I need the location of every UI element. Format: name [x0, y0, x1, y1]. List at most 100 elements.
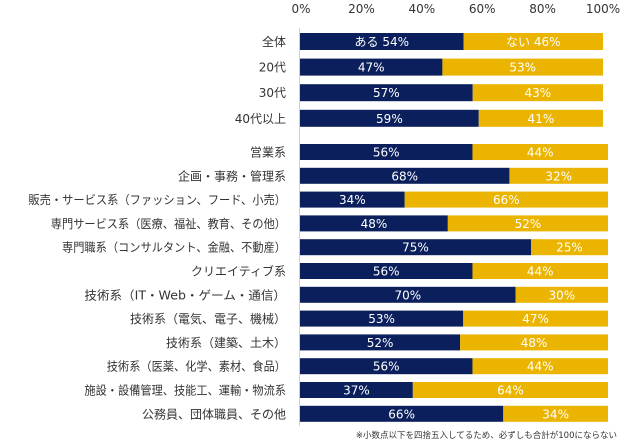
category-labels: 全体 20代 30代 40代以上営業系企画・事務・管理系販売・サービス系（ファッション…: [28, 34, 286, 421]
data-label: 44%: [527, 146, 554, 160]
bar-row: 68% 32%: [300, 167, 608, 184]
data-label: 53%: [368, 312, 395, 326]
data-label: 34%: [339, 193, 366, 207]
category-label: 技術系（IT・Web・ゲーム・通信）: [84, 288, 286, 302]
data-label: 48%: [361, 217, 388, 231]
category-label: 公務員、団体職員、その他: [142, 407, 286, 421]
category-label: 技術系（建築、土木）: [166, 335, 286, 350]
category-label: 販売・サービス系（ファッション、フード、小売）: [28, 192, 286, 207]
data-label: 56%: [373, 360, 400, 374]
data-label: 43%: [525, 86, 552, 100]
bar-segment-aru: [300, 109, 479, 127]
bar-segment-nai: [509, 167, 608, 184]
bar-segment-nai: [447, 215, 608, 232]
bar-segment-nai: [472, 263, 608, 279]
bar-row: 47% 53%: [300, 58, 603, 76]
data-label: 37%: [343, 384, 370, 398]
data-label: 25%: [556, 241, 583, 255]
bar-segment-nai: [463, 33, 603, 50]
category-label: 営業系: [250, 146, 286, 160]
bar-segment-aru: [300, 263, 473, 279]
data-label: 66%: [388, 407, 415, 421]
bar-segment-aru: [300, 405, 504, 422]
bar-segment-aru: [300, 58, 443, 76]
bar-row: 34% 66%: [300, 191, 608, 208]
data-label: 70%: [394, 288, 421, 302]
bar-segment-aru: [300, 84, 473, 102]
category-label: 施設・設備管理、技能工、運輸・物流系: [84, 383, 286, 398]
bar-row: 52% 48%: [300, 334, 608, 351]
x-tick-label: 20%: [348, 2, 375, 16]
bar-row: 59% 41%: [300, 109, 603, 127]
bar-row: ある 54% ない 46%: [300, 33, 603, 50]
bar-row: 48% 52%: [300, 215, 608, 232]
bar-segment-aru: [300, 191, 405, 208]
category-label: クリエイティブ系: [191, 264, 286, 279]
data-label: 48%: [521, 336, 548, 350]
x-tick-label: 100%: [586, 2, 620, 16]
category-label: 20代: [259, 61, 286, 75]
bar-segment-nai: [472, 84, 603, 102]
bar-row: 56% 44%: [300, 144, 608, 160]
bar-segment-nai: [503, 405, 608, 422]
data-label: 56%: [373, 146, 400, 160]
category-label: 技術系（医薬、化学、素材、食品）: [107, 359, 286, 374]
x-tick-label: 0%: [291, 2, 310, 16]
bar-segment-aru: [300, 286, 516, 303]
data-label: 59%: [376, 112, 403, 126]
category-label: 30代: [259, 86, 286, 100]
bar-row: 56% 44%: [300, 358, 608, 375]
bar-segment-nai: [460, 334, 608, 351]
x-tick-label: 60%: [469, 2, 496, 16]
x-axis-ticks: 0% 20% 40% 60% 80% 100%: [291, 2, 620, 16]
bar-segment-aru: [300, 358, 473, 375]
bar-segment-aru: [300, 239, 531, 256]
category-label: 全体: [262, 34, 286, 49]
bar-segment-nai: [404, 191, 608, 208]
data-label: ある 54%: [355, 35, 410, 49]
bars: ある 54% ない 46% 47% 53% 57% 43% 59% 41% 56% 44% 68% 3…: [300, 33, 608, 422]
category-label: 専門サービス系（医療、福祉、教育、その他）: [51, 216, 286, 231]
data-label: 52%: [515, 217, 542, 231]
bar-row: 66% 34%: [300, 405, 608, 422]
data-label: 34%: [542, 407, 569, 421]
category-label: 専門職系（コンサルタント、金融、不動産）: [62, 240, 286, 255]
bar-row: 37% 64%: [300, 382, 608, 398]
bar-segment-nai: [515, 286, 608, 303]
data-label: 30%: [548, 288, 575, 302]
bar-segment-nai: [478, 109, 603, 127]
bar-segment-aru: [300, 382, 413, 398]
bar-segment-aru: [300, 33, 464, 50]
bar-segment-nai: [472, 144, 608, 160]
data-label: 47%: [358, 61, 385, 75]
data-label: 52%: [367, 336, 394, 350]
data-label: 68%: [391, 169, 418, 183]
data-label: 44%: [527, 360, 554, 374]
bar-segment-nai: [442, 58, 603, 76]
category-label: 企画・事務・管理系: [178, 168, 286, 183]
category-label: 技術系（電気、電子、機械）: [130, 311, 286, 326]
data-label: 47%: [522, 312, 549, 326]
bar-segment-aru: [300, 167, 510, 184]
data-label: 44%: [527, 265, 554, 279]
category-label: 40代以上: [235, 112, 286, 126]
bar-row: 75% 25%: [300, 239, 608, 256]
data-label: 56%: [373, 265, 400, 279]
bar-segment-aru: [300, 144, 473, 160]
x-tick-label: 40%: [408, 2, 435, 16]
data-label: 53%: [509, 61, 536, 75]
data-label: 32%: [545, 169, 572, 183]
bar-row: 70% 30%: [300, 286, 608, 303]
footnote: ※小数点以下を四捨五入してるため、必ずしも合計が100にならない: [356, 430, 617, 441]
data-label: 66%: [493, 193, 520, 207]
bar-segment-nai: [531, 239, 608, 256]
data-label: ない 46%: [506, 35, 561, 49]
bar-segment-nai: [463, 310, 608, 327]
bar-segment-aru: [300, 310, 464, 327]
bar-row: 53% 47%: [300, 310, 608, 327]
bar-segment-nai: [412, 382, 608, 398]
x-tick-label: 80%: [529, 2, 556, 16]
data-label: 64%: [497, 384, 524, 398]
bar-row: 57% 43%: [300, 84, 603, 102]
